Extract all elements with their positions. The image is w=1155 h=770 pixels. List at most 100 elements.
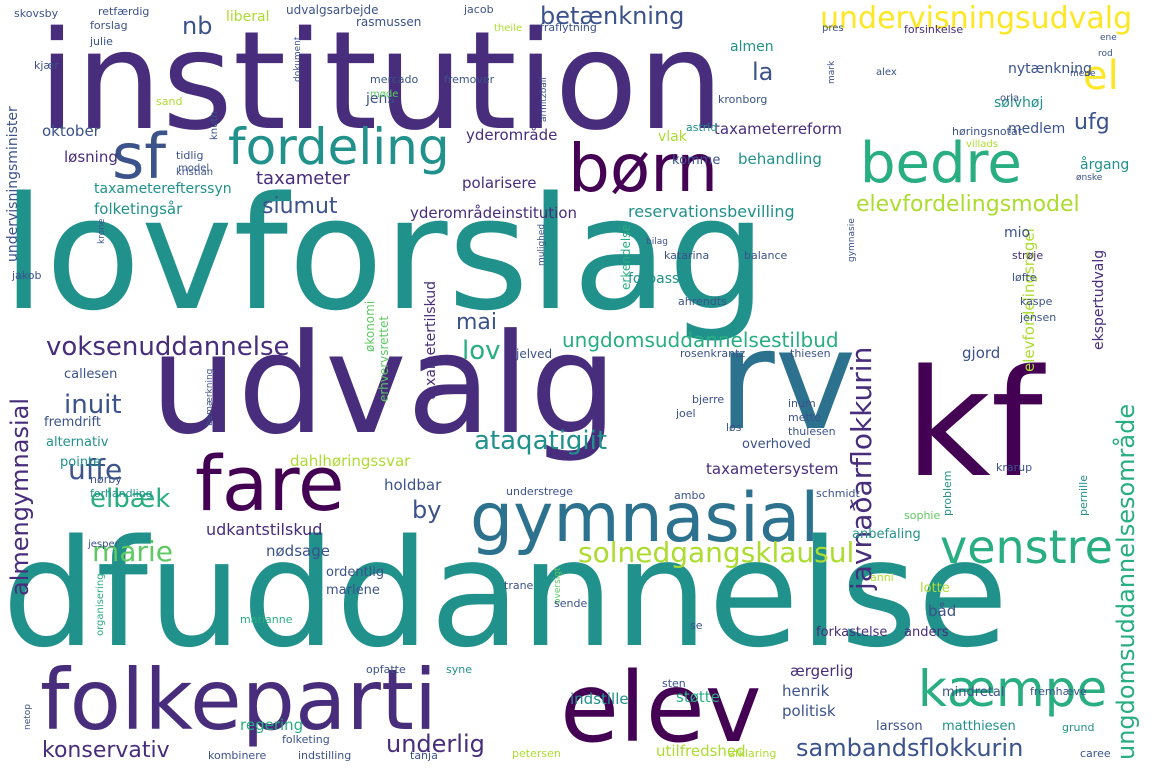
word-taxameterreform: taxameterreform [714,120,843,138]
word-lov: lov [462,336,501,366]
word-rv: rv [718,300,857,461]
word-nb: nb [182,12,213,40]
word-netop: netop [23,704,33,730]
word-sende: sende [554,597,588,610]
word-konservativ: konservativ [42,738,170,763]
word-knuth: knuth [209,111,220,140]
word-folketing: folketing [282,733,330,746]
word-onske: ønske [1076,173,1103,183]
word-thiesen: thiesen [790,347,831,360]
word-folketingsar: folketingsår [94,200,183,218]
word-siumut: siumut [262,194,338,219]
word-gymnasie: gymnasie [847,218,857,262]
word-ene: ene [1100,33,1117,43]
word-balance: balance [744,249,788,262]
word-undervisningsminister: undervisningsminister [5,106,21,262]
word-gymnasial: gymnasial [470,479,820,558]
word-born: børn [568,130,719,207]
word-behandling: behandling [738,150,822,168]
word-norby: nørby [90,473,122,486]
word-sophie: sophie [904,509,941,522]
word-taxameter: taxameter [256,168,350,189]
word-ahrendts: ahrendts [678,295,727,308]
word-indstilling: indstilling [298,749,352,762]
word-mette: mette [788,411,821,424]
word-polarisere: polarisere [462,174,537,192]
word-okonomi: økonomi [363,300,377,352]
word-mene: mene [1070,69,1096,79]
word-udvalg: udvalg [150,304,618,465]
word-theile: theile [494,23,523,34]
word-taxametertilskud: taxametertilskud [423,280,439,400]
word-stotte: støtte [676,688,720,706]
word-gjord: gjord [962,344,1001,362]
word-mercado: mercado [370,73,419,86]
word-larsson: larsson [876,719,923,734]
word-by: by [412,496,442,524]
word-betaenkning: betænkning [540,2,685,30]
word-lofte: løfte [1012,271,1037,284]
word-marianne: marianne [240,613,293,626]
word-understrege: understrege [506,485,574,498]
word-syne: syne [446,663,472,676]
word-fremdrift: fremdrift [44,415,101,430]
word-pernille: pernille [1077,475,1090,516]
word-jesper: jesper [88,539,119,550]
word-problem: problem [941,470,954,516]
word-matthiesen: matthiesen [942,719,1016,734]
word-kronborg: kronborg [718,93,768,106]
word-schmidt: schmidt [816,487,860,500]
word-ataqatigiit: ataqatigiit [474,426,608,456]
word-alex: alex [876,67,897,78]
word-forsinkelse: forsinkelse [904,23,964,36]
word-elevfordelingsmodel: elevfordelingsmodel [856,192,1080,217]
word-mulighed: mulighed [537,223,547,266]
word-elev: elev [560,652,762,764]
word-lotte: lotte [920,581,950,596]
word-folkeparti: folkeparti [40,651,438,749]
word-indstille: indstille [570,690,629,708]
word-lovforslag: lovforslag [2,163,767,345]
word-forhandling: forhandling [90,487,153,500]
word-fordeling: fordeling [228,118,450,176]
word-rasmussen: rasmussen [356,15,422,29]
word-uffe: uffe [68,453,123,486]
word-dfuddannelse: dfuddannelse [2,508,1009,680]
word-elbaek: elbæk [90,484,171,514]
word-voksenuddannelse: voksenuddannelse [46,332,290,362]
word-oktober: oktober [42,122,100,140]
word-losning: løsning [64,148,118,166]
word-utilfredshed: utilfredshed [656,742,746,760]
word-marlene: marlene [326,583,380,598]
word-pres: pres [822,23,844,34]
word-orla: orla [1000,93,1020,104]
word-krone: krone [97,218,107,244]
word-skovsby: skovsby [14,7,59,20]
word-overhoved: overhoved [742,437,811,452]
word-solnedgangsklausul: solnedgangsklausul [578,536,855,569]
word-el: el [1083,53,1119,99]
word-streje: strøje [1012,249,1044,262]
word-julie: julie [90,35,113,48]
word-anders: anders [904,625,949,640]
word-se: se [690,619,703,632]
word-la: la [752,58,774,86]
word-yderomradeinstitution: yderområdeinstitution [410,204,578,222]
word-henrik: henrik [782,682,830,700]
word-bilag: bilag [646,237,668,247]
word-bad: båd [928,602,957,620]
word-krarup: krarup [996,461,1033,474]
word-fare: fare [195,439,345,528]
word-organisering: organisering [95,573,106,636]
word-afklaring: afklaring [728,747,777,760]
word-mark: mark [827,60,837,84]
word-katarina: katarina [664,249,710,262]
word-fraflytning: fraflytning [540,21,597,34]
word-grund: grund [1062,721,1095,734]
word-petersen: petersen [512,747,561,760]
word-politisk: politisk [782,702,836,720]
word-mio: mio [1004,225,1031,241]
word-jens: jens [366,91,395,107]
word-solvhoj: sølvhøj [994,95,1044,111]
word-retfaerdig: retfærdig [98,5,150,18]
